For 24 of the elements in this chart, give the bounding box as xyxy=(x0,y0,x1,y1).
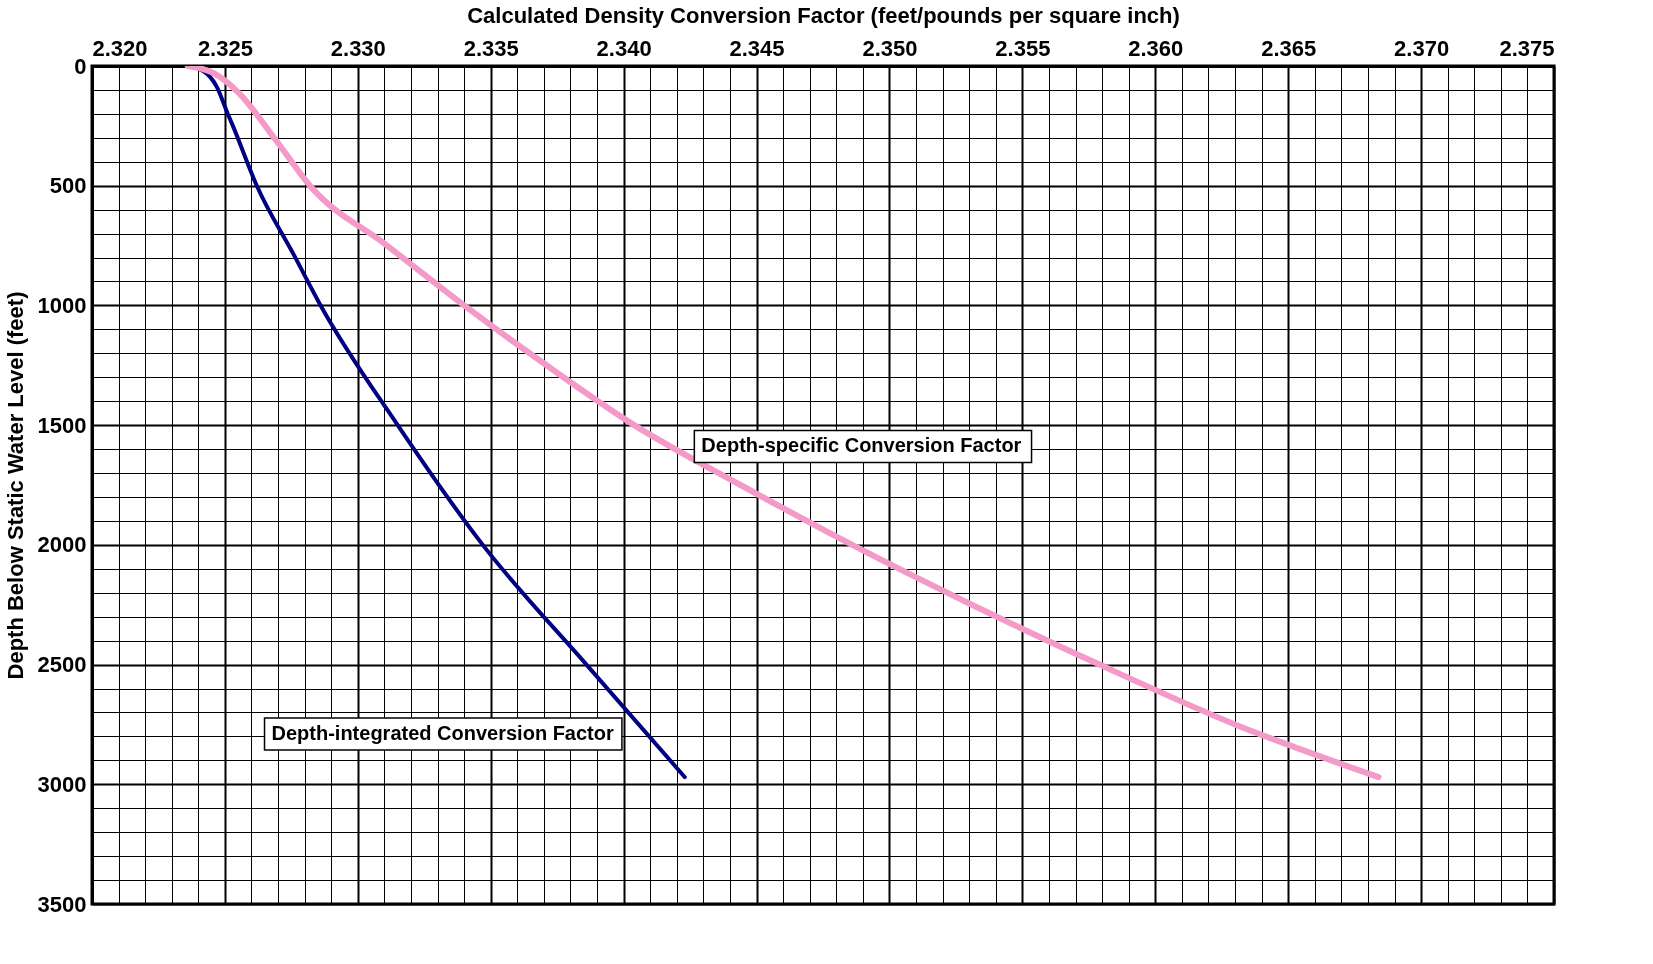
x-tick-label: 2.370 xyxy=(1394,35,1450,61)
y-tick-label: 3500 xyxy=(37,891,87,917)
y-axis-title: Depth Below Static Water Level (feet) xyxy=(2,291,28,680)
y-tick-label: 2000 xyxy=(37,532,87,558)
y-tick-label: 500 xyxy=(49,173,87,199)
x-tick-label: 2.340 xyxy=(596,35,652,61)
x-tick-label: 2.330 xyxy=(330,35,386,61)
x-tick-label: 2.350 xyxy=(862,35,918,61)
series-label: Depth-integrated Conversion Factor xyxy=(271,721,614,744)
x-tick-label: 2.325 xyxy=(197,35,253,61)
x-tick-label: 2.360 xyxy=(1128,35,1184,61)
x-tick-label: 2.320 xyxy=(92,35,148,61)
x-tick-label: 2.355 xyxy=(995,35,1051,61)
y-tick-label: 1000 xyxy=(37,292,87,318)
y-tick-label: 3000 xyxy=(37,771,87,797)
series-label: Depth-specific Conversion Factor xyxy=(701,434,1022,457)
x-tick-label: 2.345 xyxy=(729,35,785,61)
y-tick-label: 2500 xyxy=(37,652,87,678)
x-tick-label: 2.365 xyxy=(1261,35,1317,61)
x-axis-title: Calculated Density Conversion Factor (feet/pounds per square inch) xyxy=(467,2,1180,28)
x-tick-label: 2.335 xyxy=(463,35,519,61)
y-tick-label: 1500 xyxy=(37,412,87,438)
y-tick-label: 0 xyxy=(74,53,87,79)
x-tick-label: 2.375 xyxy=(1499,35,1555,61)
